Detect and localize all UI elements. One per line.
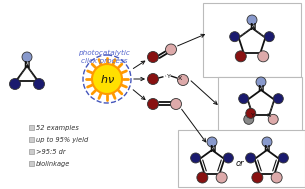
Bar — [29, 160, 34, 166]
Text: X: X — [178, 75, 182, 81]
Bar — [29, 149, 34, 153]
Circle shape — [170, 98, 181, 109]
Circle shape — [148, 51, 159, 63]
Circle shape — [264, 32, 274, 42]
Text: Y: Y — [167, 74, 171, 78]
Circle shape — [252, 172, 263, 183]
Text: 52 examples: 52 examples — [36, 125, 79, 131]
Text: Y: Y — [251, 113, 255, 118]
Circle shape — [271, 172, 282, 183]
Circle shape — [273, 94, 283, 104]
Circle shape — [246, 108, 256, 118]
Circle shape — [197, 172, 208, 183]
Circle shape — [216, 172, 227, 183]
Text: >95:5 dr: >95:5 dr — [36, 149, 66, 155]
Text: N: N — [24, 61, 30, 70]
Circle shape — [166, 44, 177, 55]
Circle shape — [230, 32, 240, 42]
Circle shape — [34, 78, 45, 90]
Circle shape — [247, 15, 257, 25]
Bar — [29, 125, 34, 129]
Circle shape — [239, 94, 249, 104]
Circle shape — [207, 137, 217, 147]
Circle shape — [235, 51, 246, 62]
Circle shape — [223, 153, 233, 163]
Circle shape — [262, 137, 272, 147]
Circle shape — [148, 74, 159, 84]
Text: N: N — [249, 23, 255, 33]
Circle shape — [256, 77, 266, 87]
Bar — [178, 130, 305, 187]
Text: up to 95% yield: up to 95% yield — [36, 137, 88, 143]
Text: $h\nu$: $h\nu$ — [99, 73, 114, 85]
Bar — [29, 136, 34, 142]
Circle shape — [268, 114, 278, 124]
Text: photocatalytic
click process: photocatalytic click process — [78, 50, 130, 64]
Circle shape — [22, 52, 32, 62]
Circle shape — [92, 64, 122, 94]
Text: N: N — [264, 146, 270, 154]
Circle shape — [278, 153, 288, 163]
Bar — [218, 77, 302, 139]
Text: biolinkage: biolinkage — [36, 161, 70, 167]
Text: N: N — [258, 85, 264, 94]
Circle shape — [178, 74, 188, 85]
Circle shape — [246, 153, 256, 163]
Text: or: or — [236, 159, 244, 167]
Circle shape — [9, 78, 20, 90]
Circle shape — [258, 51, 269, 62]
Text: N: N — [209, 146, 215, 154]
Bar — [203, 3, 301, 77]
Circle shape — [244, 114, 254, 124]
Text: X: X — [267, 113, 271, 118]
Circle shape — [148, 98, 159, 109]
Circle shape — [191, 153, 201, 163]
